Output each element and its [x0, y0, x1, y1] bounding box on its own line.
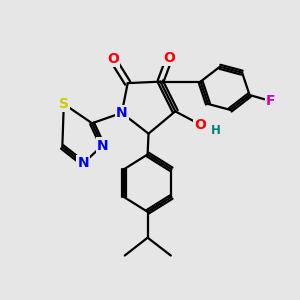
Text: F: F	[266, 94, 275, 108]
Text: S: S	[59, 97, 69, 111]
Text: O: O	[195, 118, 206, 132]
Text: N: N	[116, 106, 128, 120]
Text: O: O	[164, 51, 175, 65]
Text: O: O	[107, 52, 119, 66]
Text: N: N	[97, 139, 108, 152]
Text: H: H	[211, 124, 220, 136]
Text: N: N	[77, 156, 89, 170]
